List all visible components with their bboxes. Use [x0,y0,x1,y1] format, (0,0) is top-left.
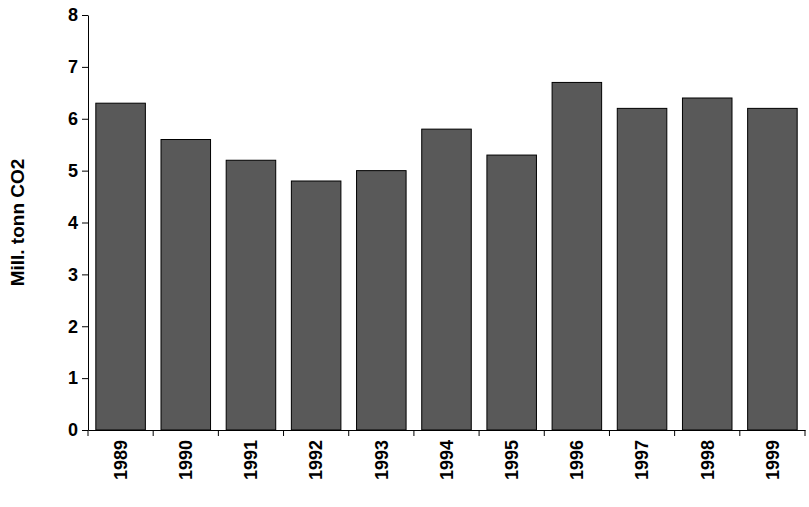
x-tick: 1997 [632,430,652,480]
category-separator [283,430,284,436]
x-tick: 1998 [698,430,718,480]
y-tick: 3 [68,265,88,285]
x-tick-label: 1993 [372,440,392,480]
category-separator [348,430,349,436]
bar [422,129,472,430]
y-tick-mark [82,171,88,172]
x-tick: 1993 [372,430,392,480]
x-axis-line [89,430,806,431]
y-tick: 5 [68,161,88,181]
y-tick-label: 0 [68,420,78,440]
y-tick-label: 3 [68,265,78,285]
y-tick-label: 5 [68,161,78,181]
bar [96,103,146,430]
x-tick-label: 1995 [502,440,522,480]
x-tick-label: 1996 [567,440,587,480]
x-tick: 1989 [111,430,131,480]
x-tick: 1996 [567,430,587,480]
y-tick: 8 [68,5,88,25]
bars [96,82,797,430]
x-tick: 1991 [241,430,261,480]
bar [161,140,211,431]
x-tick: 1990 [176,430,196,480]
y-tick: 2 [68,317,88,337]
x-tick-label: 1999 [763,440,783,480]
y-tick-mark [82,274,88,275]
y-axis: 0 1 2 3 4 5 6 7 8 [68,5,89,440]
category-separator [739,430,740,436]
y-axis-line [88,16,89,431]
category-separator [153,430,154,436]
x-tick-label: 1991 [241,440,261,480]
y-tick-mark [82,326,88,327]
y-tick-mark [82,15,88,16]
y-tick: 6 [68,109,88,129]
x-tick-label: 1997 [632,440,652,480]
category-separator [218,430,219,436]
x-tick: 1992 [306,430,326,480]
x-tick: 1995 [502,430,522,480]
category-separator [609,430,610,436]
bar [552,82,602,430]
y-tick-mark [82,378,88,379]
category-separator [674,430,675,436]
bar [226,160,276,430]
x-tick: 1994 [437,430,457,480]
chart: 0 1 2 3 4 5 6 7 8 1989 1990 1991 1992 1993 1994 1995 199… [0,0,809,507]
y-tick: 1 [68,368,88,388]
category-separators [88,430,805,436]
y-tick: 7 [68,57,88,77]
x-tick: 1999 [763,430,783,480]
x-tick-label: 1992 [306,440,326,480]
y-tick: 4 [68,213,88,233]
x-tick-label: 1990 [176,440,196,480]
category-separator [479,430,480,436]
bar [748,108,798,430]
category-separator [544,430,545,436]
category-separator [413,430,414,436]
y-tick-mark [82,430,88,431]
y-tick: 0 [68,420,88,440]
y-tick-label: 2 [68,317,78,337]
y-tick-label: 7 [68,57,78,77]
y-axis-title: Mill. tonn CO2 [7,159,28,287]
y-tick-label: 6 [68,109,78,129]
bar [487,155,537,430]
y-tick-mark [82,119,88,120]
y-tick-label: 1 [68,368,78,388]
category-separator [805,430,806,436]
bar [617,108,667,430]
category-separator [88,430,89,436]
bar [357,171,407,430]
x-tick-label: 1998 [698,440,718,480]
x-tick-label: 1989 [111,440,131,480]
y-tick-mark [82,67,88,68]
x-axis: 1989 1990 1991 1992 1993 1994 1995 1996 1997 1998… [89,430,806,480]
bar [682,98,732,430]
y-tick-label: 8 [68,5,78,25]
bar [291,181,341,430]
plot: 0 1 2 3 4 5 6 7 8 1989 1990 1991 1992 1993 1994 1995 199… [68,5,806,480]
y-tick-label: 4 [68,213,78,233]
x-tick-label: 1994 [437,440,457,480]
y-tick-mark [82,223,88,224]
